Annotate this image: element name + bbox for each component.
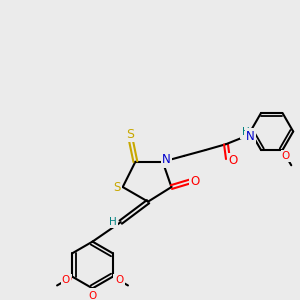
Text: O: O <box>88 291 97 300</box>
Text: H: H <box>109 217 117 227</box>
Text: O: O <box>64 275 71 284</box>
Text: S: S <box>113 181 121 194</box>
Text: O: O <box>114 275 121 284</box>
Text: O: O <box>282 151 290 161</box>
Text: N: N <box>246 130 255 143</box>
Text: H: H <box>242 128 249 137</box>
Text: N: N <box>162 153 171 166</box>
Text: O: O <box>62 275 70 285</box>
Text: O: O <box>190 175 200 188</box>
Text: O: O <box>115 275 123 285</box>
Text: S: S <box>127 128 134 141</box>
Text: O: O <box>228 154 237 167</box>
Text: O: O <box>89 289 96 298</box>
